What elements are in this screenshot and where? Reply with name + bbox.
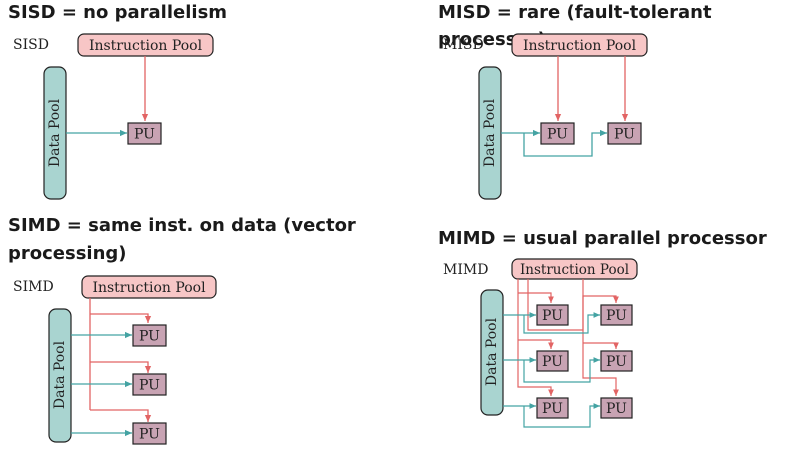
sisd-tag: SISD: [13, 37, 49, 53]
misd-pu-1-label: PU: [547, 127, 568, 143]
mimd-panel: MIMD Instruction Pool Data Pool: [443, 258, 638, 428]
simd-instruction-arrow-1: [90, 313, 152, 323]
misd-panel: MISD Instruction Pool Data Pool PU PU: [443, 33, 648, 200]
simd-pu-1-label: PU: [139, 329, 160, 345]
mimd-instruction-pool: Instruction Pool: [511, 258, 638, 280]
simd-instruction-arrow-2: [90, 361, 152, 373]
mimd-instruction-line-1: [517, 279, 554, 396]
simd-pu-3-label: PU: [139, 427, 160, 443]
mimd-data-pool-label: Data Pool: [484, 317, 500, 386]
simd-heading-line1: SIMD = same inst. on data (vector: [8, 215, 356, 236]
simd-pu-2: PU: [132, 373, 167, 396]
mimd-pu-5-label: PU: [542, 401, 563, 417]
simd-pu-2-label: PU: [139, 378, 160, 394]
sisd-pu-label: PU: [134, 127, 155, 143]
simd-instruction-pool-label: Instruction Pool: [92, 280, 206, 296]
misd-instruction-pool-label: Instruction Pool: [523, 38, 637, 54]
mimd-pu-3: PU: [536, 350, 569, 372]
misd-data-pool-label: Data Pool: [482, 98, 498, 167]
simd-panel: SIMD Instruction Pool Data Pool PU PU: [13, 275, 217, 445]
mimd-instruction-line-3: [518, 339, 554, 349]
mimd-instruction-pool-label: Instruction Pool: [520, 262, 629, 278]
sisd-data-pool-label: Data Pool: [47, 98, 63, 167]
mimd-heading: MIMD = usual parallel processor: [438, 228, 767, 249]
mimd-pu-2-label: PU: [606, 308, 627, 324]
sisd-instruction-pool-label: Instruction Pool: [89, 38, 203, 54]
mimd-instruction-line-2: [518, 292, 554, 303]
mimd-tag: MIMD: [443, 262, 488, 278]
sisd-instruction-pool: Instruction Pool: [77, 33, 214, 57]
simd-pu-1: PU: [132, 324, 167, 347]
mimd-data-line-4: [523, 357, 600, 383]
mimd-pu-1-label: PU: [542, 308, 563, 324]
mimd-pu-4-label: PU: [606, 354, 627, 370]
simd-data-pool: Data Pool: [48, 308, 72, 443]
simd-pu-3: PU: [132, 422, 167, 445]
mimd-data-pool: Data Pool: [480, 289, 504, 416]
misd-tag: MISD: [443, 37, 484, 53]
mimd-data-line-6: [523, 403, 600, 428]
sisd-panel: SISD Instruction Pool Data Pool PU: [13, 33, 214, 200]
sisd-pu: PU: [127, 122, 162, 145]
mimd-pu-5: PU: [536, 397, 569, 419]
misd-data-pool: Data Pool: [478, 66, 502, 200]
mimd-pu-6-label: PU: [606, 401, 627, 417]
mimd-instruction-line-6: [583, 342, 619, 349]
misd-pu-1: PU: [540, 122, 575, 145]
misd-data-arrow-2: [523, 129, 607, 157]
mimd-data-line-2: [523, 312, 600, 334]
mimd-instruction-line-5: [582, 279, 619, 396]
misd-instruction-pool: Instruction Pool: [511, 33, 648, 57]
mimd-pu-2: PU: [600, 304, 633, 326]
misd-pu-2-label: PU: [614, 127, 635, 143]
simd-tag: SIMD: [13, 279, 54, 295]
sisd-data-pool: Data Pool: [43, 66, 67, 200]
sisd-heading: SISD = no parallelism: [8, 2, 228, 23]
mimd-pu-3-label: PU: [542, 354, 563, 370]
simd-heading-line2: processing): [8, 243, 127, 264]
simd-instruction-arrow-3: [90, 409, 152, 422]
simd-data-pool-label: Data Pool: [52, 340, 68, 409]
misd-pu-2: PU: [607, 122, 642, 145]
mimd-pu-1: PU: [536, 304, 569, 326]
mimd-pu-4: PU: [600, 350, 633, 372]
mimd-pu-6: PU: [600, 397, 633, 419]
simd-instruction-pool: Instruction Pool: [81, 275, 217, 299]
